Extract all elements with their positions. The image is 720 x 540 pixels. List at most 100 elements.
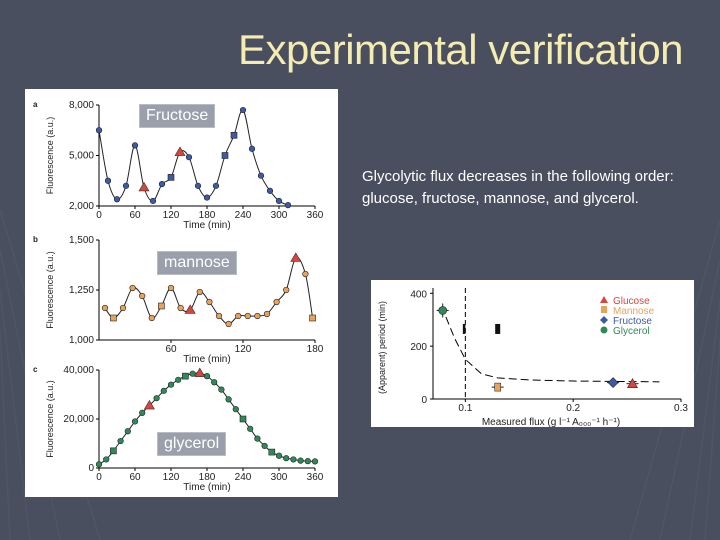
body-text: Glycolytic flux decreases in the followi… — [362, 168, 674, 207]
data-point — [174, 146, 186, 156]
data-point — [257, 172, 265, 179]
data-point — [153, 395, 160, 402]
legend-marker-glucose — [600, 296, 608, 303]
data-point — [284, 202, 292, 209]
data-point — [189, 370, 196, 377]
data-point — [266, 187, 274, 194]
data-point — [230, 131, 238, 139]
data-point — [247, 425, 254, 432]
data-point — [225, 320, 232, 328]
data-point — [110, 314, 117, 322]
data-point — [139, 292, 146, 300]
data-point — [158, 302, 165, 310]
data-point — [248, 145, 256, 152]
data-point — [158, 181, 166, 188]
data-point — [218, 386, 225, 393]
oscillation-plots: a 0 60 120 180 240 300 360 2,000 5,000 8,000 Time (… — [33, 100, 324, 493]
data-point — [297, 457, 304, 464]
y-tick-label: 1,000 — [69, 335, 94, 346]
plot-a: a 0 60 120 180 240 300 360 2,000 5,000 8,000 Time (… — [33, 100, 324, 231]
data-point — [182, 372, 189, 380]
panel-letter-c: c — [33, 365, 38, 374]
data-point — [139, 409, 146, 416]
point-mannose — [494, 382, 501, 392]
x-tick-label: 0.2 — [566, 403, 580, 414]
x-tick-label: 120 — [163, 472, 180, 483]
x-axis-label: Time (min) — [183, 354, 230, 365]
x-tick-label: 0.3 — [674, 403, 688, 414]
data-point — [232, 406, 239, 413]
x-tick-label: 0 — [96, 472, 102, 483]
y-tick-label: 40,000 — [63, 365, 94, 376]
x-tick-label: 60 — [165, 344, 177, 355]
data-point — [131, 418, 139, 425]
x-tick-label: 120 — [163, 210, 180, 221]
point-glucose — [626, 378, 638, 388]
data-point — [244, 312, 251, 320]
data-point — [309, 314, 316, 322]
data-point — [113, 196, 121, 203]
x-tick-label: 300 — [271, 472, 288, 483]
data-point — [117, 437, 124, 445]
data-point — [304, 458, 311, 465]
legend-marker-glycerol — [600, 326, 608, 334]
data-point — [104, 177, 112, 184]
bar-marker — [462, 323, 466, 334]
data-point — [273, 298, 280, 306]
legend-marker-fructose — [600, 316, 608, 324]
data-point — [275, 452, 283, 459]
data-point — [302, 270, 309, 278]
data-point — [185, 154, 193, 161]
y-tick-label: 0 — [88, 463, 94, 474]
data-point — [283, 455, 290, 462]
data-point — [160, 387, 167, 394]
data-point — [221, 152, 229, 159]
data-point — [124, 428, 131, 435]
x-tick-label: 360 — [307, 210, 324, 221]
data-point — [175, 376, 182, 383]
data-point — [129, 284, 136, 292]
y-tick-label: 5,000 — [69, 151, 94, 162]
bar-marker — [495, 323, 501, 334]
legend-label: Glycerol — [613, 326, 650, 337]
data-point — [206, 298, 213, 306]
period-flux-chart: 0.1 0.2 0.3 0 200 400 Measured flux (g l⁻¹ A₀₀… — [377, 288, 688, 427]
legend-label: Fructose — [613, 316, 652, 327]
y-axis-label: Fluorescence (a.u.) — [45, 117, 55, 195]
data-point — [194, 182, 202, 189]
x-tick-label: 0.1 — [458, 403, 472, 414]
y-axis-label: Fluorescence (a.u.) — [45, 380, 55, 458]
data-point — [268, 448, 276, 456]
x-tick-label: 180 — [307, 344, 324, 355]
label-mannose: mannose — [157, 251, 237, 275]
data-point — [254, 435, 261, 442]
x-tick-label: 180 — [199, 210, 216, 221]
panel-letter-a: a — [33, 100, 38, 109]
y-axis-label: (Apparent) period (min) — [377, 301, 387, 394]
data-point — [225, 396, 232, 403]
data-point — [211, 379, 218, 386]
data-point — [203, 373, 211, 380]
y-axis-label: Fluorescence (a.u.) — [45, 251, 55, 329]
period-flux-figure: 0.1 0.2 0.3 0 200 400 Measured flux (g l⁻¹ A₀₀… — [371, 280, 694, 427]
data-point — [101, 304, 109, 312]
data-point — [138, 181, 150, 192]
series-line-a — [98, 109, 289, 206]
data-point — [263, 310, 271, 318]
data-point — [311, 458, 319, 465]
label-fructose: Fructose — [139, 104, 216, 128]
oscillation-figure: a 0 60 120 180 240 300 360 2,000 5,000 8,000 Time (… — [25, 89, 338, 497]
data-point — [239, 415, 247, 423]
point-fructose — [607, 377, 619, 389]
data-point — [103, 456, 110, 463]
point-glycerol — [438, 306, 448, 315]
legend-label: Glucose — [613, 296, 650, 307]
data-point — [290, 252, 302, 262]
x-tick-label: 0 — [96, 210, 102, 221]
data-point — [177, 304, 184, 312]
y-tick-label: 200 — [410, 342, 427, 353]
data-point — [203, 194, 211, 201]
x-tick-label: 60 — [129, 210, 141, 221]
data-point — [215, 312, 223, 320]
